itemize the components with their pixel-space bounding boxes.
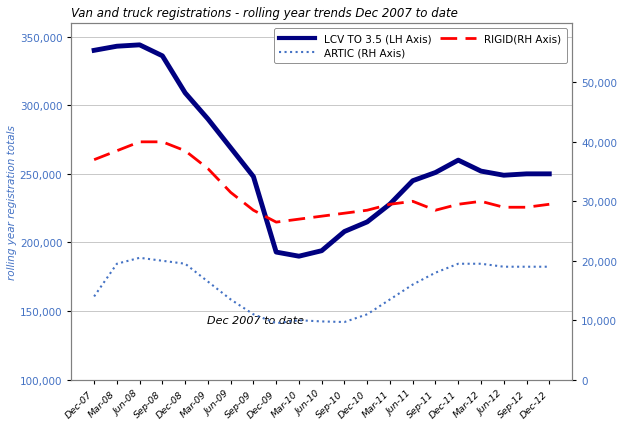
Legend: LCV TO 3.5 (LH Axis), ARTIC (RH Axis), RIGID(RH Axis), : LCV TO 3.5 (LH Axis), ARTIC (RH Axis), R… [274,29,567,63]
Y-axis label: rolling year registration totals: rolling year registration totals [7,124,17,279]
Text: Dec 2007 to date: Dec 2007 to date [207,315,303,325]
Text: Van and truck registrations - rolling year trends Dec 2007 to date: Van and truck registrations - rolling ye… [71,7,458,20]
